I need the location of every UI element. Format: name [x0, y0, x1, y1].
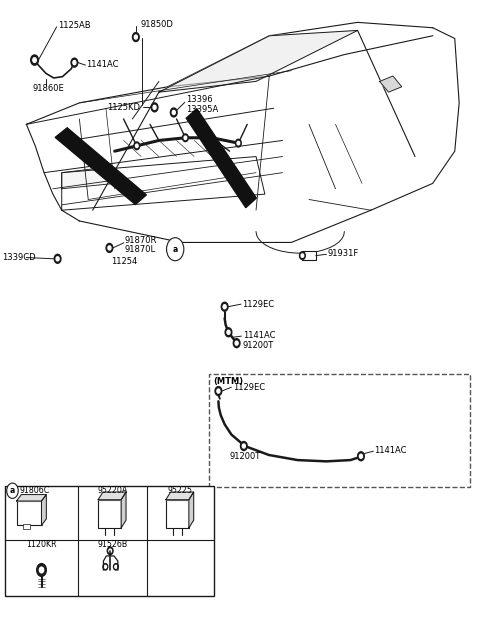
Bar [5, 486, 214, 596]
Circle shape [113, 564, 119, 570]
Circle shape [151, 103, 158, 112]
Text: 1129EC: 1129EC [242, 300, 275, 309]
Circle shape [358, 452, 364, 461]
Circle shape [240, 442, 247, 450]
Circle shape [170, 108, 177, 117]
Circle shape [300, 252, 305, 259]
Circle shape [73, 61, 76, 65]
Circle shape [223, 305, 226, 309]
Circle shape [135, 144, 138, 148]
Circle shape [37, 564, 46, 576]
Polygon shape [186, 109, 256, 208]
Text: 91200T: 91200T [243, 341, 274, 350]
Polygon shape [380, 76, 402, 92]
Text: 91860E: 91860E [33, 84, 64, 93]
Circle shape [134, 35, 137, 39]
Text: 1125KD: 1125KD [107, 103, 140, 112]
Circle shape [217, 389, 220, 393]
Circle shape [182, 134, 188, 142]
Text: a: a [10, 486, 15, 495]
Circle shape [106, 243, 113, 252]
Circle shape [7, 483, 18, 498]
Circle shape [242, 444, 245, 448]
Bar [98, 500, 121, 528]
Text: a: a [173, 245, 178, 254]
Text: 1125AB: 1125AB [58, 21, 90, 30]
Text: 95225: 95225 [168, 486, 192, 495]
Text: 13396: 13396 [186, 95, 213, 104]
Circle shape [107, 547, 113, 555]
Text: 1141AC: 1141AC [243, 331, 276, 340]
Polygon shape [42, 495, 46, 525]
Circle shape [108, 246, 111, 250]
Circle shape [225, 328, 232, 337]
Text: 13395A: 13395A [186, 105, 218, 114]
Circle shape [227, 330, 230, 334]
Circle shape [71, 58, 78, 67]
Polygon shape [166, 492, 194, 500]
Circle shape [184, 136, 187, 139]
Bar [166, 500, 189, 528]
Circle shape [103, 564, 108, 570]
Circle shape [56, 257, 59, 261]
Bar [302, 251, 316, 260]
Circle shape [33, 58, 36, 63]
Text: 91870R: 91870R [125, 236, 157, 245]
Polygon shape [98, 492, 126, 500]
Circle shape [235, 341, 238, 345]
Circle shape [39, 567, 44, 573]
Bar [17, 501, 42, 525]
Circle shape [31, 55, 38, 65]
Circle shape [115, 566, 117, 568]
Circle shape [233, 339, 240, 348]
Circle shape [167, 238, 184, 261]
Circle shape [54, 254, 61, 263]
Text: 91200T: 91200T [229, 452, 261, 461]
Circle shape [301, 254, 304, 258]
Text: 91850D: 91850D [140, 20, 173, 29]
Circle shape [172, 111, 175, 114]
Text: 1120KR: 1120KR [26, 540, 57, 549]
Text: 91931F: 91931F [327, 249, 359, 258]
Circle shape [215, 387, 222, 396]
Circle shape [360, 454, 362, 458]
Circle shape [236, 139, 241, 147]
Polygon shape [189, 492, 194, 528]
Circle shape [221, 302, 228, 311]
Polygon shape [159, 31, 358, 92]
Polygon shape [17, 495, 46, 501]
Text: 95220A: 95220A [97, 486, 128, 495]
Text: 91806C: 91806C [19, 486, 49, 495]
Circle shape [104, 566, 107, 568]
Text: 11254: 11254 [111, 258, 138, 266]
Polygon shape [55, 128, 146, 204]
Circle shape [134, 142, 140, 150]
Circle shape [237, 141, 240, 145]
Bar [209, 374, 470, 487]
Text: 1129EC: 1129EC [233, 383, 265, 392]
Circle shape [132, 33, 139, 42]
Text: (MTM): (MTM) [214, 377, 244, 386]
Polygon shape [62, 167, 115, 189]
Bar [23, 524, 30, 529]
Text: 91526B: 91526B [97, 540, 128, 549]
Text: 1141AC: 1141AC [374, 446, 407, 455]
Text: 1141AC: 1141AC [86, 60, 119, 69]
Polygon shape [121, 492, 126, 528]
Text: 1339CD: 1339CD [2, 253, 36, 262]
Circle shape [153, 105, 156, 109]
Circle shape [109, 549, 111, 553]
Text: 91870L: 91870L [125, 245, 156, 254]
